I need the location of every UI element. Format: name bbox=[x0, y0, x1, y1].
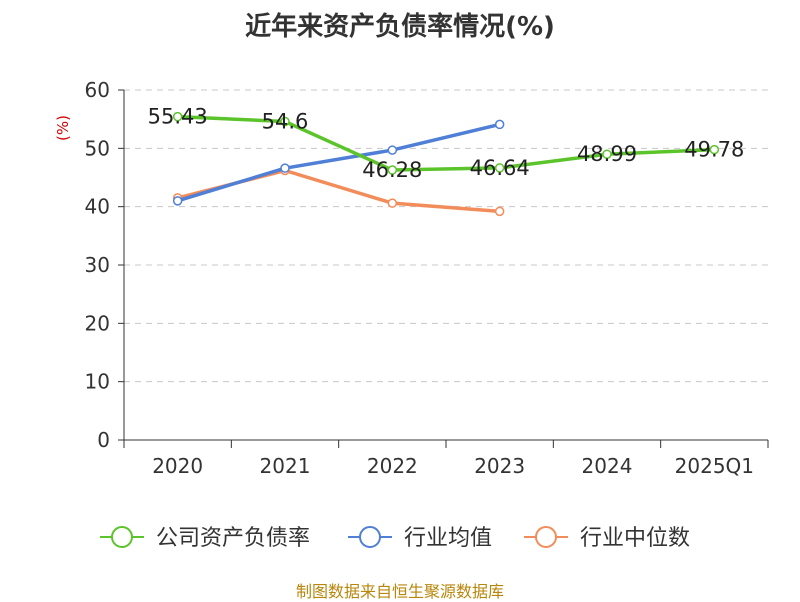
data-point bbox=[494, 119, 505, 130]
legend-marker bbox=[535, 526, 557, 548]
y-tick-label: 0 bbox=[97, 428, 110, 452]
legend-marker bbox=[359, 526, 381, 548]
series-line bbox=[175, 114, 717, 172]
data-point bbox=[387, 165, 398, 175]
y-tick-label: 40 bbox=[85, 195, 110, 219]
legend-label: 公司资产负债率 bbox=[156, 526, 310, 551]
x-tick-label: 2024 bbox=[582, 454, 633, 478]
y-tick-label: 30 bbox=[85, 253, 110, 277]
data-point bbox=[172, 196, 183, 206]
x-tick-label: 2023 bbox=[474, 454, 525, 478]
data-point bbox=[387, 198, 398, 208]
x-tick-label: 2021 bbox=[260, 454, 311, 478]
legend-label: 行业均值 bbox=[404, 526, 492, 551]
data-point bbox=[709, 144, 720, 155]
data-point bbox=[494, 206, 505, 217]
y-tick-label: 20 bbox=[85, 311, 110, 335]
data-point bbox=[172, 111, 183, 122]
source-note: 制图数据来自恒生聚源数据库 bbox=[295, 582, 504, 601]
data-label: 54.6 bbox=[262, 110, 309, 134]
data-point bbox=[602, 149, 612, 159]
legend-marker bbox=[111, 526, 133, 548]
data-point bbox=[494, 163, 505, 173]
series-line bbox=[175, 168, 502, 214]
chart-title: 近年来资产负债率情况(%) bbox=[245, 12, 555, 42]
data-point bbox=[280, 116, 290, 127]
data-point bbox=[387, 145, 398, 155]
data-label: 46.64 bbox=[470, 156, 530, 180]
x-tick-label: 2020 bbox=[152, 454, 203, 478]
y-axis-label: (%) bbox=[54, 115, 72, 141]
legend-label: 行业中位数 bbox=[580, 526, 690, 551]
data-label: 48.99 bbox=[577, 142, 637, 166]
y-tick-label: 10 bbox=[85, 370, 110, 394]
x-tick-label: 2022 bbox=[367, 454, 418, 478]
series-line bbox=[175, 122, 502, 203]
data-point bbox=[280, 163, 290, 173]
x-tick-label: 2025Q1 bbox=[675, 454, 754, 478]
data-label: 49.78 bbox=[684, 138, 744, 162]
data-label: 46.28 bbox=[362, 158, 422, 182]
data-label: 55.43 bbox=[148, 105, 208, 129]
y-tick-label: 60 bbox=[85, 78, 110, 102]
y-tick-label: 50 bbox=[85, 136, 110, 160]
